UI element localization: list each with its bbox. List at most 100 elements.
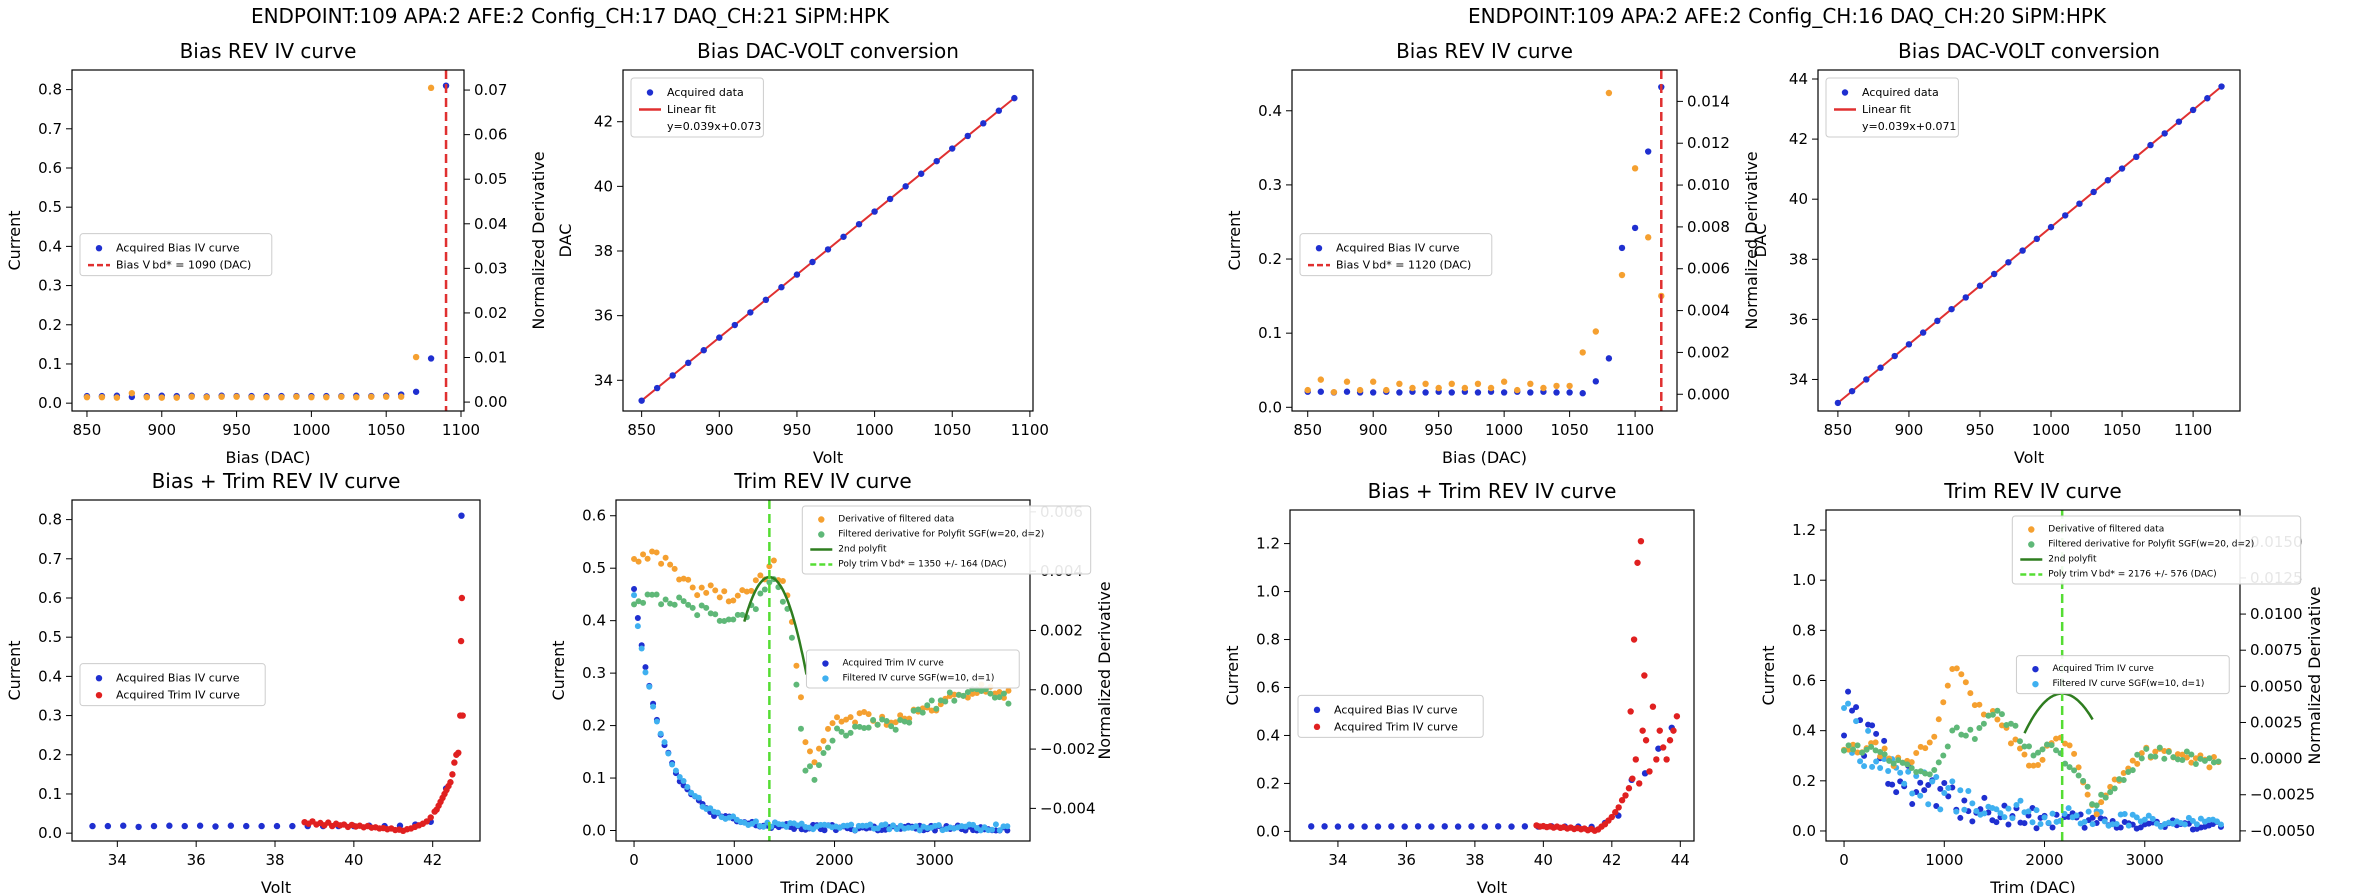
series-3-point xyxy=(2188,751,2195,758)
series-2-point xyxy=(2075,764,2082,771)
series-2-point xyxy=(2129,757,2136,764)
series-3-point xyxy=(2003,722,2010,729)
series-1-point xyxy=(1961,806,1968,813)
x-tick-label: 950 xyxy=(1424,421,1453,439)
x-tick-label: 900 xyxy=(1895,421,1924,439)
series-3-point xyxy=(1895,757,1902,764)
series-0-point xyxy=(1422,389,1429,396)
x-tick-label: 1050 xyxy=(367,421,405,439)
series-3-point xyxy=(631,601,638,608)
series-3-point xyxy=(1908,764,1915,771)
y-axis-label: Current xyxy=(1223,645,1242,705)
series-3-point xyxy=(951,697,958,704)
series-2-point xyxy=(1845,746,1852,753)
series-1-point xyxy=(1634,559,1641,566)
y-tick-label: 1.0 xyxy=(1256,583,1280,601)
series-2-point xyxy=(865,711,872,718)
series-2-point xyxy=(1872,739,1879,746)
legend-label-0: Derivative of filtered data xyxy=(2048,525,2164,535)
series-2-point xyxy=(797,694,804,701)
series-2-point xyxy=(667,561,674,568)
y-tick-label: 0.6 xyxy=(1792,672,1816,690)
series-0-point xyxy=(1401,823,1408,830)
series-1-point xyxy=(2133,153,2140,161)
series-3-point xyxy=(1863,746,1870,753)
series-1-point xyxy=(98,393,106,401)
series-3-point xyxy=(2007,720,2014,727)
series-1-point xyxy=(1949,778,1956,785)
series-0-point xyxy=(1454,823,1462,830)
legend-label-2: 2nd polyfit xyxy=(2048,555,2097,565)
y-tick-label: 0.1 xyxy=(1258,324,1282,342)
series-2-point xyxy=(820,737,827,744)
y2-tick-label: 0.04 xyxy=(474,215,507,233)
series-0-point xyxy=(1644,148,1652,155)
x-tick-label: 38 xyxy=(1465,851,1484,869)
series-3-point xyxy=(2206,755,2213,762)
series-1-point xyxy=(2193,821,2200,828)
series-0-point xyxy=(1631,224,1639,232)
legend-frame xyxy=(1297,694,1484,738)
series-3-point xyxy=(2197,755,2204,762)
series-1-point xyxy=(2062,212,2069,219)
series-1-point xyxy=(672,767,679,774)
series-2-point xyxy=(951,691,958,698)
series-2-point xyxy=(653,549,660,556)
series-1-point xyxy=(1461,384,1469,392)
legend-key-1 xyxy=(818,531,825,538)
plot-frame xyxy=(1825,509,2241,842)
series-1-point xyxy=(2121,810,2128,817)
x-axis-label: Volt xyxy=(2014,448,2044,467)
series-2-point xyxy=(829,720,836,727)
series-2-point xyxy=(1967,690,1974,697)
legend-key-0 xyxy=(95,244,103,252)
plot-area xyxy=(89,512,466,835)
series-1-point xyxy=(2049,810,2056,817)
series-1-point xyxy=(1656,727,1663,734)
series-3-point xyxy=(960,692,967,699)
series-1-point xyxy=(427,84,435,92)
series-1-point xyxy=(653,384,661,392)
y-tick-label: 0.6 xyxy=(582,507,606,525)
series-2-point xyxy=(2161,747,2168,754)
legend-2-key-0 xyxy=(2032,665,2039,673)
series-0-point xyxy=(196,822,204,829)
series-1-point xyxy=(778,284,785,291)
series-1-point xyxy=(902,183,909,190)
series-3-point xyxy=(2062,760,2069,767)
series-3-point xyxy=(2039,746,2046,753)
x-tick-label: 3000 xyxy=(916,851,954,869)
y-axis-label: Current xyxy=(5,640,24,700)
series-1-point xyxy=(1857,758,1864,765)
series-1-point xyxy=(1579,349,1586,356)
series-3-point xyxy=(1980,720,1987,727)
series-1-point xyxy=(1990,270,1998,278)
series-0-point xyxy=(120,822,127,829)
series-3-point xyxy=(725,616,732,623)
legend-2-key-0 xyxy=(822,660,829,667)
series-3-point xyxy=(2161,755,2168,762)
series-1-point xyxy=(293,393,300,400)
y2-tick-label: 0.02 xyxy=(474,304,507,322)
series-1-point xyxy=(2033,235,2041,243)
series-1-point xyxy=(1474,380,1482,388)
series-3-point xyxy=(2093,802,2100,809)
series-1-point xyxy=(2181,821,2188,828)
series-3-point xyxy=(1877,748,1884,755)
legend-2-key-1 xyxy=(2032,680,2039,688)
series-1-point xyxy=(2017,797,2024,804)
series-0-point xyxy=(1521,823,1529,830)
legend-label-3: Poly trim V bd* = 1350 +/- 164 (DAC) xyxy=(838,560,1006,570)
series-1-point xyxy=(1663,756,1670,763)
series-1-point xyxy=(716,334,723,341)
series-1-point xyxy=(1553,382,1560,390)
series-3-point xyxy=(2075,772,2082,779)
series-0-point xyxy=(1961,797,1968,804)
series-0-point xyxy=(212,823,219,830)
series-1-point xyxy=(397,393,405,400)
x-tick-label: 1050 xyxy=(933,421,971,439)
series-1-point xyxy=(1641,672,1648,679)
series-1-point xyxy=(995,107,1003,114)
series-1-point xyxy=(1632,756,1639,763)
series-0-point xyxy=(273,822,281,830)
